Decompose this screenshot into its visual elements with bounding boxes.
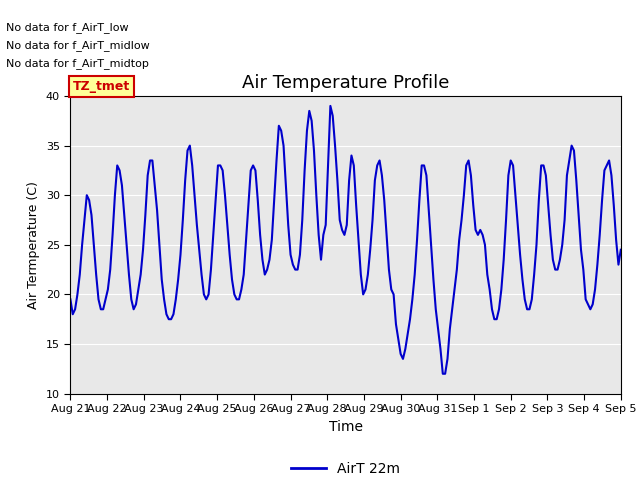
Legend: AirT 22m: AirT 22m bbox=[285, 457, 406, 480]
Text: No data for f_AirT_midtop: No data for f_AirT_midtop bbox=[6, 58, 149, 69]
Text: No data for f_AirT_low: No data for f_AirT_low bbox=[6, 22, 129, 33]
Title: Air Temperature Profile: Air Temperature Profile bbox=[242, 73, 449, 92]
Text: No data for f_AirT_midlow: No data for f_AirT_midlow bbox=[6, 40, 150, 51]
Y-axis label: Air Termperature (C): Air Termperature (C) bbox=[28, 181, 40, 309]
X-axis label: Time: Time bbox=[328, 420, 363, 433]
Text: TZ_tmet: TZ_tmet bbox=[73, 80, 131, 93]
